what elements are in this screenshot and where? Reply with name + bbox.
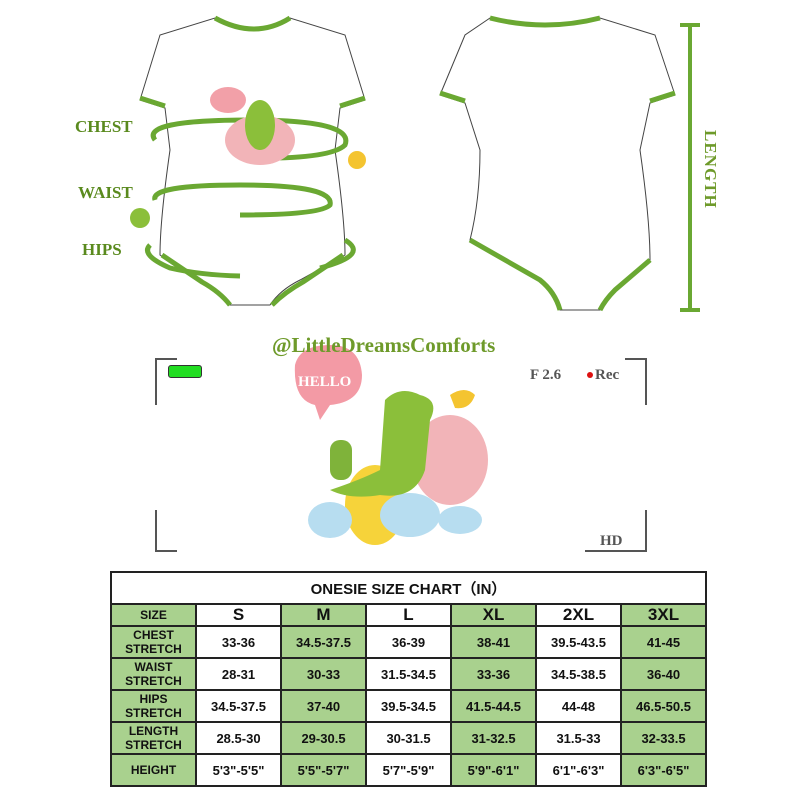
waist-label: WAIST bbox=[78, 183, 133, 202]
rec-readout: Rec bbox=[595, 367, 620, 383]
table-row: HEIGHT 5'3"-5'5" 5'5"-5'7" 5'7"-5'9" 5'9"-6'… bbox=[110, 753, 707, 787]
table-cell: 34.5-38.5 bbox=[535, 657, 622, 691]
table-cell: 37-40 bbox=[280, 689, 367, 723]
table-cell: 6'3"-6'5" bbox=[620, 753, 707, 787]
row-label: LENGTH STRETCH bbox=[110, 721, 197, 755]
table-cell: 6'1"-6'3" bbox=[535, 753, 622, 787]
table-cell: 5'7"-5'9" bbox=[365, 753, 452, 787]
size-header-label: SIZE bbox=[110, 603, 197, 627]
table-cell: 31.5-33 bbox=[535, 721, 622, 755]
table-row: WAIST STRETCH 28-31 30-33 31.5-34.5 33-36 34.… bbox=[110, 657, 707, 691]
row-label: HEIGHT bbox=[110, 753, 197, 787]
table-cell: 41.5-44.5 bbox=[450, 689, 537, 723]
table-cell: 41-45 bbox=[620, 625, 707, 659]
size-header: M bbox=[280, 603, 367, 627]
table-cell: 31-32.5 bbox=[450, 721, 537, 755]
table-cell: 28.5-30 bbox=[195, 721, 282, 755]
size-chart-title: ONESIE SIZE CHART（IN） bbox=[110, 571, 707, 605]
table-cell: 38-41 bbox=[450, 625, 537, 659]
size-header: 2XL bbox=[535, 603, 622, 627]
rec-dot-icon bbox=[587, 372, 593, 378]
table-row: HIPS STRETCH 34.5-37.5 37-40 39.5-34.5 41.5-… bbox=[110, 689, 707, 723]
row-label: WAIST STRETCH bbox=[110, 657, 197, 691]
hello-bubble-text: HELLO bbox=[298, 374, 352, 390]
table-cell: 36-39 bbox=[365, 625, 452, 659]
table-cell: 39.5-43.5 bbox=[535, 625, 622, 659]
brand-handle: @LittleDreamsComforts bbox=[272, 333, 496, 357]
dino-small bbox=[130, 87, 366, 228]
table-cell: 46.5-50.5 bbox=[620, 689, 707, 723]
table-cell: 34.5-37.5 bbox=[280, 625, 367, 659]
row-label: CHEST STRETCH bbox=[110, 625, 197, 659]
onesie-back bbox=[439, 15, 676, 312]
measure-arrows bbox=[145, 117, 356, 279]
size-header: L bbox=[365, 603, 452, 627]
onesie-illustration bbox=[130, 15, 700, 545]
table-cell: 5'5"-5'7" bbox=[280, 753, 367, 787]
table-cell: 33-36 bbox=[195, 625, 282, 659]
table-row: CHEST STRETCH 33-36 34.5-37.5 36-39 38-41 39.… bbox=[110, 625, 707, 659]
hd-readout: HD bbox=[600, 533, 623, 549]
dino-large-graphic bbox=[294, 345, 488, 545]
hips-arrow bbox=[145, 243, 241, 279]
length-label: LENGTH bbox=[701, 130, 720, 209]
table-cell: 30-33 bbox=[280, 657, 367, 691]
table-cell: 28-31 bbox=[195, 657, 282, 691]
size-header: 3XL bbox=[620, 603, 707, 627]
size-header: S bbox=[195, 603, 282, 627]
table-cell: 36-40 bbox=[620, 657, 707, 691]
table-cell: 34.5-37.5 bbox=[195, 689, 282, 723]
battery-icon bbox=[168, 365, 202, 378]
chest-arrow bbox=[150, 117, 349, 161]
aperture-readout: F 2.6 bbox=[530, 367, 562, 383]
table-cell: 30-31.5 bbox=[365, 721, 452, 755]
table-cell: 31.5-34.5 bbox=[365, 657, 452, 691]
table-cell: 33-36 bbox=[450, 657, 537, 691]
table-cell: 5'3"-5'5" bbox=[195, 753, 282, 787]
size-header-row: SIZE S M L XL 2XL 3XL bbox=[110, 603, 707, 627]
size-chart-table: ONESIE SIZE CHART（IN） SIZE S M L XL 2XL … bbox=[110, 571, 707, 787]
table-row: LENGTH STRETCH 28.5-30 29-30.5 30-31.5 31-32… bbox=[110, 721, 707, 755]
hips-label: HIPS bbox=[82, 240, 122, 259]
table-cell: 5'9"-6'1" bbox=[450, 753, 537, 787]
table-cell: 44-48 bbox=[535, 689, 622, 723]
row-label: HIPS STRETCH bbox=[110, 689, 197, 723]
size-header: XL bbox=[450, 603, 537, 627]
table-cell: 32-33.5 bbox=[620, 721, 707, 755]
waist-arrow bbox=[152, 182, 333, 218]
table-cell: 39.5-34.5 bbox=[365, 689, 452, 723]
chest-label: CHEST bbox=[75, 117, 133, 136]
table-cell: 29-30.5 bbox=[280, 721, 367, 755]
